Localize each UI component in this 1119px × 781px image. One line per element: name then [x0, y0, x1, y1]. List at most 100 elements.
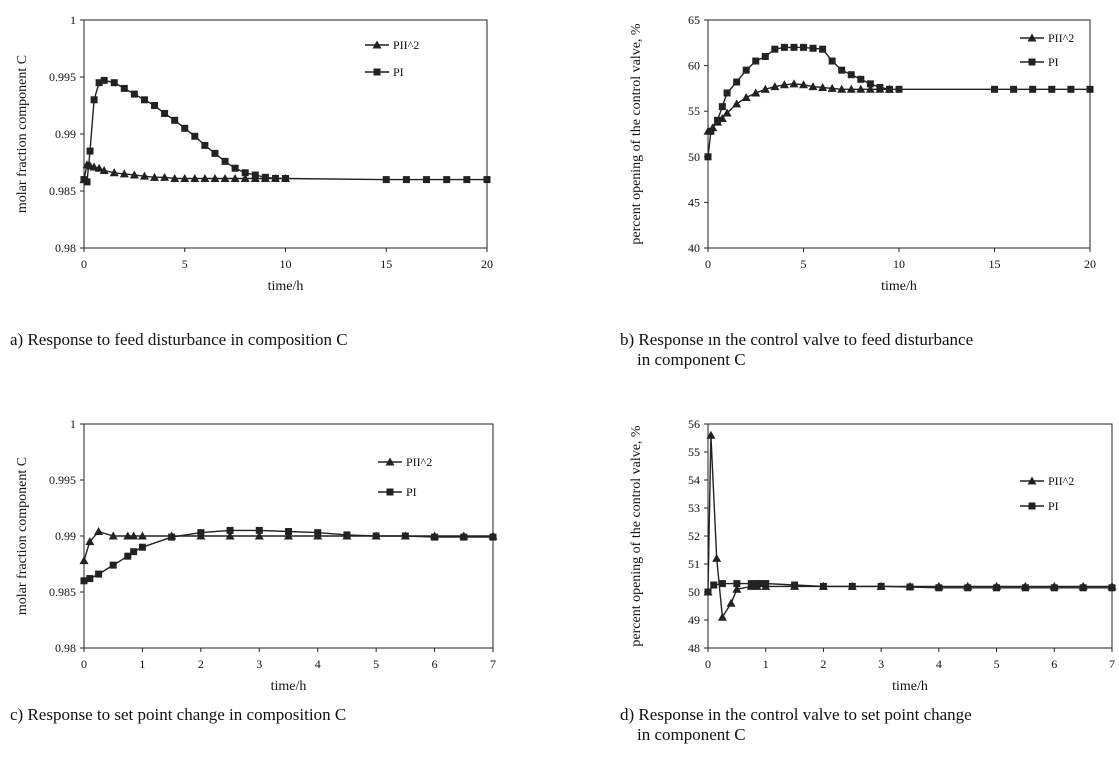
data-point [282, 174, 289, 182]
data-point [1050, 584, 1058, 592]
data-point [1048, 85, 1056, 93]
data-point [463, 176, 471, 184]
data-point [704, 153, 712, 161]
data-point [109, 168, 119, 177]
legend-label: PI [1048, 499, 1059, 513]
data-point [89, 162, 99, 171]
y-tick-label: 55 [688, 445, 700, 459]
data-point [733, 580, 741, 588]
y-tick-label: 0.995 [49, 473, 76, 487]
y-tick-label: 0.995 [49, 70, 76, 84]
y-tick-label: 1 [70, 417, 76, 431]
series-1: PI [704, 499, 1116, 596]
data-point [138, 543, 146, 551]
data-point [181, 124, 189, 132]
data-point [761, 52, 769, 60]
data-point [726, 598, 736, 607]
x-tick-label: 15 [380, 257, 392, 271]
data-point [108, 531, 118, 540]
x-tick-label: 0 [81, 657, 87, 671]
data-point [808, 82, 818, 91]
data-point [762, 580, 770, 588]
data-point [742, 66, 750, 74]
data-point [129, 531, 139, 540]
legend-label: PII^2 [1048, 474, 1074, 488]
data-point [271, 174, 279, 182]
data-point [241, 169, 249, 177]
caption-b: b) Response ın the control valve to feed… [620, 330, 974, 369]
data-point [1067, 85, 1075, 93]
data-point [171, 116, 179, 124]
x-tick-label: 3 [256, 657, 262, 671]
legend-marker [386, 488, 394, 496]
data-point [865, 84, 875, 93]
data-point [895, 85, 903, 93]
data-point [86, 147, 94, 155]
data-point [993, 584, 1001, 592]
y-tick-label: 50 [688, 150, 700, 164]
y-axis-label: molar fraction component C [15, 55, 30, 213]
data-point [828, 57, 836, 65]
data-point [251, 171, 259, 179]
data-point [809, 44, 817, 52]
data-point [423, 176, 431, 184]
data-point [401, 532, 409, 540]
data-point [90, 96, 98, 104]
legend-marker [373, 68, 381, 76]
series-line [83, 79, 487, 184]
data-point [443, 176, 451, 184]
data-point [80, 577, 88, 585]
x-tick-label: 0 [705, 257, 711, 271]
data-point [819, 582, 827, 590]
legend-marker [385, 457, 395, 466]
legend-marker [372, 40, 382, 49]
data-point [94, 527, 104, 536]
data-point [431, 533, 439, 541]
data-point [856, 84, 866, 93]
data-point [168, 533, 176, 541]
data-point [733, 78, 741, 86]
x-axis-label: time/h [268, 279, 304, 294]
data-point [211, 149, 219, 157]
data-point [1086, 85, 1094, 93]
plot-frame [83, 19, 488, 249]
legend-marker [1028, 58, 1036, 66]
data-point [221, 157, 229, 165]
y-tick-label: 51 [688, 557, 700, 571]
data-point [123, 531, 133, 540]
data-point [402, 176, 410, 184]
data-point [718, 580, 726, 588]
y-tick-label: 0.99 [55, 529, 76, 543]
data-point [771, 45, 779, 53]
data-point [791, 581, 799, 589]
data-point [779, 80, 789, 89]
series-0: PII^2 [79, 38, 419, 184]
x-tick-label: 20 [481, 257, 493, 271]
caption-d: d) Response in the control valve to set … [620, 705, 972, 744]
data-point [706, 430, 716, 439]
data-point [818, 82, 828, 91]
series-1: PI [704, 43, 1094, 161]
data-point [789, 79, 799, 88]
series-0: PII^2 [703, 430, 1117, 621]
data-point [848, 582, 856, 590]
data-point [140, 96, 148, 104]
data-point [129, 170, 139, 179]
data-point [343, 531, 351, 539]
x-tick-label: 5 [182, 257, 188, 271]
data-point [723, 89, 731, 97]
data-point [906, 583, 914, 591]
x-tick-label: 0 [81, 257, 87, 271]
data-point [877, 582, 885, 590]
data-point [210, 173, 220, 182]
legend-label: PI [1048, 55, 1059, 69]
data-point [83, 178, 91, 186]
data-point [714, 116, 722, 124]
x-tick-label: 20 [1084, 257, 1096, 271]
y-axis-label: percent opening of the control valve, % [629, 425, 644, 647]
data-point [964, 584, 972, 592]
data-point [857, 75, 865, 83]
data-point [489, 533, 497, 541]
legend-marker [1027, 476, 1037, 485]
